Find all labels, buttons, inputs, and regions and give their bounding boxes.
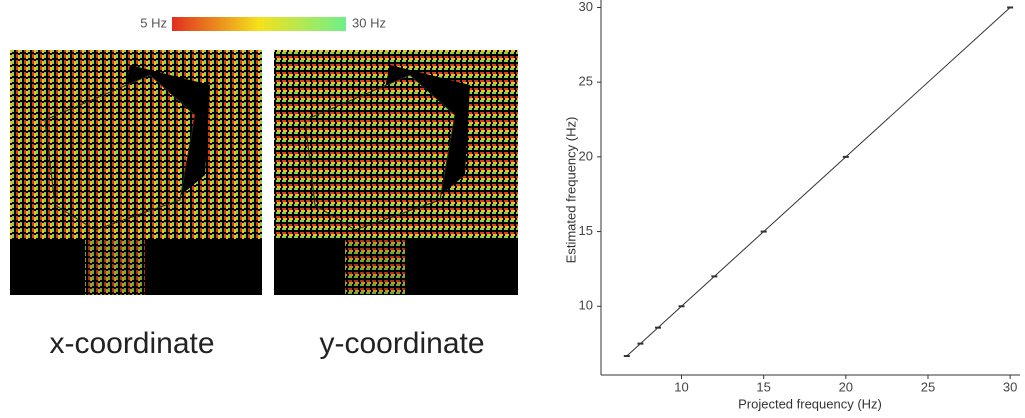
point xyxy=(760,230,767,233)
y-axis-label: Estimated frequency (Hz) xyxy=(563,117,578,264)
caption: y-coordinate xyxy=(319,327,484,360)
x-tick-label: 15 xyxy=(756,379,770,394)
point xyxy=(711,275,718,278)
y-tick-label: 30 xyxy=(579,0,593,14)
caption: x-coordinate xyxy=(49,327,214,360)
series-line xyxy=(626,7,1011,357)
point xyxy=(623,355,630,358)
point xyxy=(1007,6,1014,9)
point xyxy=(842,155,849,158)
x-tick-label: 25 xyxy=(921,379,935,394)
x-axis-label: Projected frequency (Hz) xyxy=(738,396,882,411)
x-tick-label: 30 xyxy=(1003,379,1017,394)
y-tick-label: 10 xyxy=(579,298,593,313)
colorbar-gradient xyxy=(172,17,346,31)
y-tick-label: 15 xyxy=(579,223,593,238)
x-tick-label: 20 xyxy=(839,379,853,394)
point xyxy=(637,342,644,345)
y-tick-label: 20 xyxy=(579,148,593,163)
image-y xyxy=(274,50,518,295)
colorbar: 5 Hz 30 Hz xyxy=(140,15,386,31)
x-tick-label: 10 xyxy=(674,379,688,394)
colorbar-max: 30 Hz xyxy=(352,15,386,30)
image-x xyxy=(10,50,262,295)
colorbar-min: 5 Hz xyxy=(140,15,167,30)
point xyxy=(678,305,685,308)
y-tick-label: 25 xyxy=(579,74,593,89)
point xyxy=(655,326,662,329)
